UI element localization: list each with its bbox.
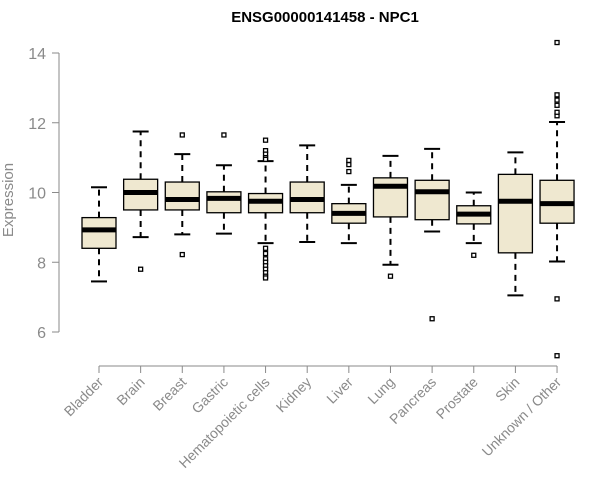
outlier-point [387, 273, 394, 279]
y-tick-label: 14 [28, 46, 46, 63]
x-tick-label: Skin [492, 374, 523, 405]
box-group [372, 154, 409, 279]
outlier-point [554, 109, 560, 115]
outlier-point [137, 266, 144, 272]
outlier-point [554, 92, 560, 98]
y-tick-label: 8 [37, 255, 46, 272]
box-group [164, 132, 200, 258]
box-group [497, 151, 534, 297]
x-tick-label: Prostate [433, 374, 481, 422]
box-iqr [497, 173, 534, 254]
outlier-point [554, 97, 560, 103]
box-group [539, 39, 575, 359]
outlier-point [346, 157, 352, 164]
y-axis: 6 8 10 12 14 [28, 46, 60, 342]
x-tick-label: Kidney [273, 374, 315, 416]
outlier-point [554, 39, 560, 46]
box-group [81, 186, 117, 283]
box-iqr [81, 216, 117, 249]
outlier-point [471, 252, 477, 258]
y-tick-label: 12 [28, 116, 46, 133]
outlier-point [346, 161, 352, 168]
outlier-point [554, 102, 560, 108]
box-iqr [414, 179, 450, 221]
box-group [456, 191, 492, 258]
outlier-point [554, 353, 560, 359]
outlier-point [179, 251, 185, 258]
outlier-point [262, 245, 269, 251]
box-group [206, 132, 242, 235]
outlier-point [262, 275, 269, 281]
box-group [414, 147, 450, 322]
y-axis-label: Expression [0, 163, 17, 237]
outlier-point [179, 132, 185, 138]
outlier-point [554, 296, 560, 302]
boxes-group [81, 39, 575, 359]
outlier-point [221, 132, 227, 138]
outlier-point [262, 250, 269, 257]
outlier-point [262, 137, 269, 143]
box-group [289, 144, 325, 244]
chart-title: ENSG00000141458 - NPC1 [231, 9, 419, 26]
box-group [247, 137, 284, 281]
x-tick-label: Brain [113, 374, 147, 408]
x-tick-label: Liver [323, 374, 356, 407]
y-tick-label: 6 [37, 325, 46, 342]
box-iqr [164, 181, 200, 211]
box-group [331, 157, 367, 245]
outlier-point [429, 316, 435, 322]
box-group [122, 130, 159, 272]
outlier-point [262, 156, 269, 163]
x-tick-label: Bladder [61, 374, 107, 420]
x-tick-label: Breast [149, 374, 189, 414]
outlier-point [346, 168, 352, 175]
box-iqr [206, 191, 242, 214]
x-tick-label: Lung [364, 374, 397, 407]
box-iqr [372, 177, 409, 218]
y-tick-label: 10 [28, 186, 46, 203]
x-tick-label: Unknown / Other [479, 374, 565, 460]
